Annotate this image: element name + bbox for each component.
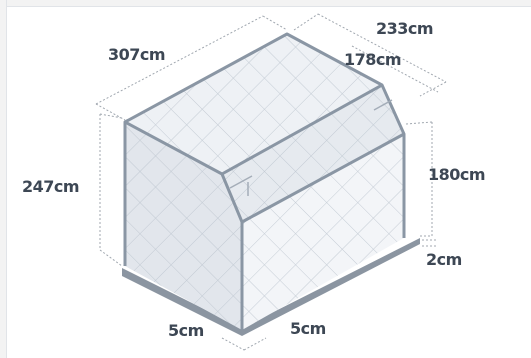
inner-ridge (229, 99, 393, 196)
label-base-2cm: 2cm (426, 250, 462, 269)
label-depth-233: 233cm (376, 19, 433, 38)
label-base-left-5cm: 5cm (168, 321, 204, 340)
label-base-right-5cm: 5cm (290, 319, 326, 338)
frame-top-border (0, 0, 531, 7)
frame-outline (123, 32, 406, 330)
base-plate (122, 238, 420, 336)
label-height-247: 247cm (22, 177, 79, 196)
dimension-lines (95, 13, 447, 351)
label-length-307: 307cm (108, 45, 165, 64)
frame-left-border (0, 0, 7, 358)
label-height-180: 180cm (428, 165, 485, 184)
label-depth-178: 178cm (344, 50, 401, 69)
